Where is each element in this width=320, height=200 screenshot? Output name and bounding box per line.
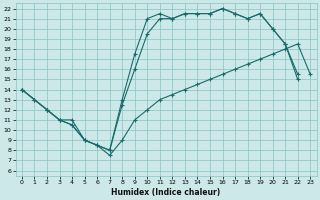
X-axis label: Humidex (Indice chaleur): Humidex (Indice chaleur) (111, 188, 221, 197)
